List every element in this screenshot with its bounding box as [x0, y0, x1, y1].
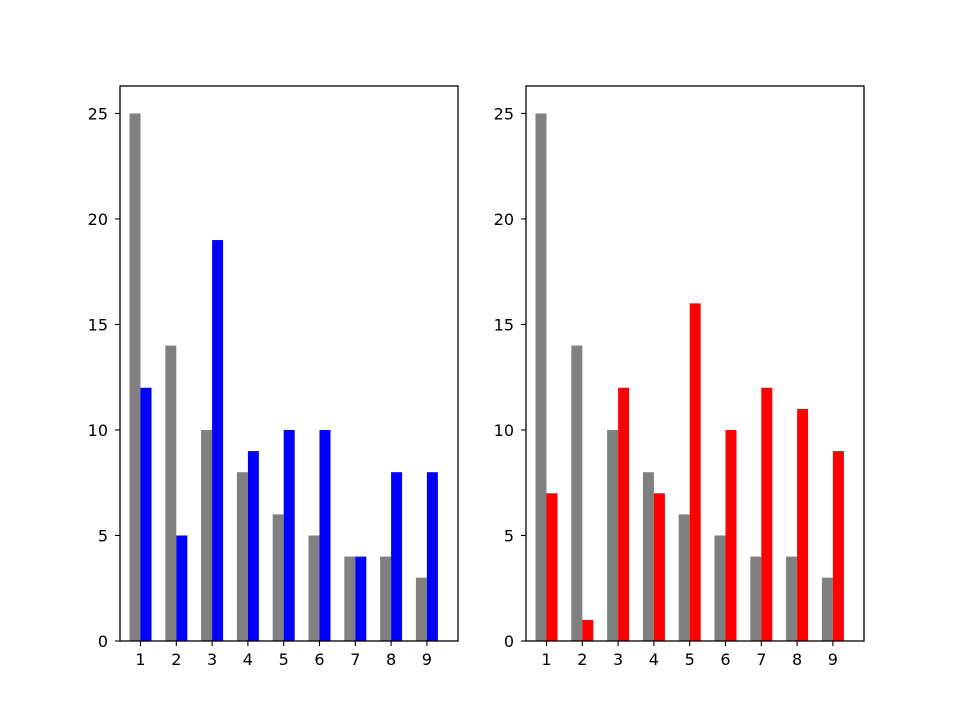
- bar-series-1-cat-3: [201, 429, 213, 641]
- bar-series-2-cat-1: [140, 387, 152, 641]
- axes-frame: [119, 85, 459, 642]
- x-tick-label: 9: [422, 650, 432, 669]
- y-tick-label: 15: [88, 315, 108, 334]
- x-tick-label: 5: [279, 650, 289, 669]
- right-chart-panel: 1 2 3 4 5 6 7 8 9 0 5 10 15 20 25: [494, 85, 865, 669]
- y-tick-label: 10: [88, 421, 108, 440]
- bar-series-1-cat-6: [714, 535, 726, 641]
- y-tick-label: 10: [494, 421, 514, 440]
- bar-series-1-cat-6: [308, 535, 320, 641]
- x-tick-label: 5: [685, 650, 695, 669]
- bar-series-1-cat-1: [535, 113, 547, 641]
- bar-series-1-cat-2: [165, 345, 177, 641]
- y-tick-label: 0: [98, 632, 108, 651]
- bar-series-1-cat-8: [786, 556, 798, 641]
- y-tick-label: 5: [98, 526, 108, 545]
- x-tick-label: 8: [792, 650, 802, 669]
- x-tick-label: 6: [720, 650, 730, 669]
- left-chart-panel: 1 2 3 4 5 6 7 8 9 0 5 10 15 20 25: [88, 85, 459, 669]
- bar-series-2-cat-9: [426, 472, 438, 641]
- x-tick-label: 4: [649, 650, 659, 669]
- bar-series-2-cat-8: [797, 408, 809, 641]
- bar-series-2-cat-7: [761, 387, 773, 641]
- bar-series-1-cat-4: [236, 472, 248, 641]
- x-tick-label: 6: [314, 650, 324, 669]
- bar-series-2-cat-6: [319, 429, 331, 641]
- bar-series-2-cat-1: [546, 493, 558, 641]
- x-tick-label: 3: [613, 650, 623, 669]
- bar-series-1-cat-8: [380, 556, 392, 641]
- x-tick-label: 7: [756, 650, 766, 669]
- y-tick-label: 20: [88, 210, 108, 229]
- bar-series-2-cat-9: [832, 451, 844, 641]
- bar-series-2-cat-6: [725, 429, 737, 641]
- x-tick-label: 3: [207, 650, 217, 669]
- bar-series-1-cat-4: [642, 472, 654, 641]
- bar-series-1-cat-7: [750, 556, 762, 641]
- x-tick-label: 9: [828, 650, 838, 669]
- bar-series-2-cat-8: [391, 472, 403, 641]
- bar-series-1-cat-9: [415, 577, 427, 641]
- x-tick-label: 4: [243, 650, 253, 669]
- x-tick-label: 7: [350, 650, 360, 669]
- axes-frame: [525, 85, 865, 642]
- y-tick-label: 0: [504, 632, 514, 651]
- bar-series-2-cat-4: [653, 493, 665, 641]
- bar-series-2-cat-4: [247, 451, 259, 641]
- bar-series-1-cat-9: [821, 577, 833, 641]
- y-tick-label: 25: [494, 104, 514, 123]
- y-tick-label: 20: [494, 210, 514, 229]
- bar-series-2-cat-5: [283, 429, 295, 641]
- y-tick-label: 15: [494, 315, 514, 334]
- bar-series-1-cat-7: [344, 556, 356, 641]
- bar-series-1-cat-3: [607, 429, 619, 641]
- x-tick-label: 2: [577, 650, 587, 669]
- x-tick-label: 2: [171, 650, 181, 669]
- bar-series-1-cat-5: [272, 514, 284, 641]
- y-tick-label: 25: [88, 104, 108, 123]
- bar-series-1-cat-5: [678, 514, 690, 641]
- bar-series-2-cat-3: [212, 240, 224, 641]
- x-tick-label: 1: [541, 650, 551, 669]
- x-tick-label: 1: [135, 650, 145, 669]
- bar-series-1-cat-1: [129, 113, 141, 641]
- bar-series-2-cat-2: [582, 619, 594, 641]
- bar-series-2-cat-7: [355, 556, 367, 641]
- y-tick-label: 5: [504, 526, 514, 545]
- x-tick-label: 8: [386, 650, 396, 669]
- bar-series-2-cat-3: [618, 387, 630, 641]
- bar-series-2-cat-5: [689, 303, 701, 641]
- bar-series-1-cat-2: [571, 345, 583, 641]
- bar-series-2-cat-2: [176, 535, 188, 641]
